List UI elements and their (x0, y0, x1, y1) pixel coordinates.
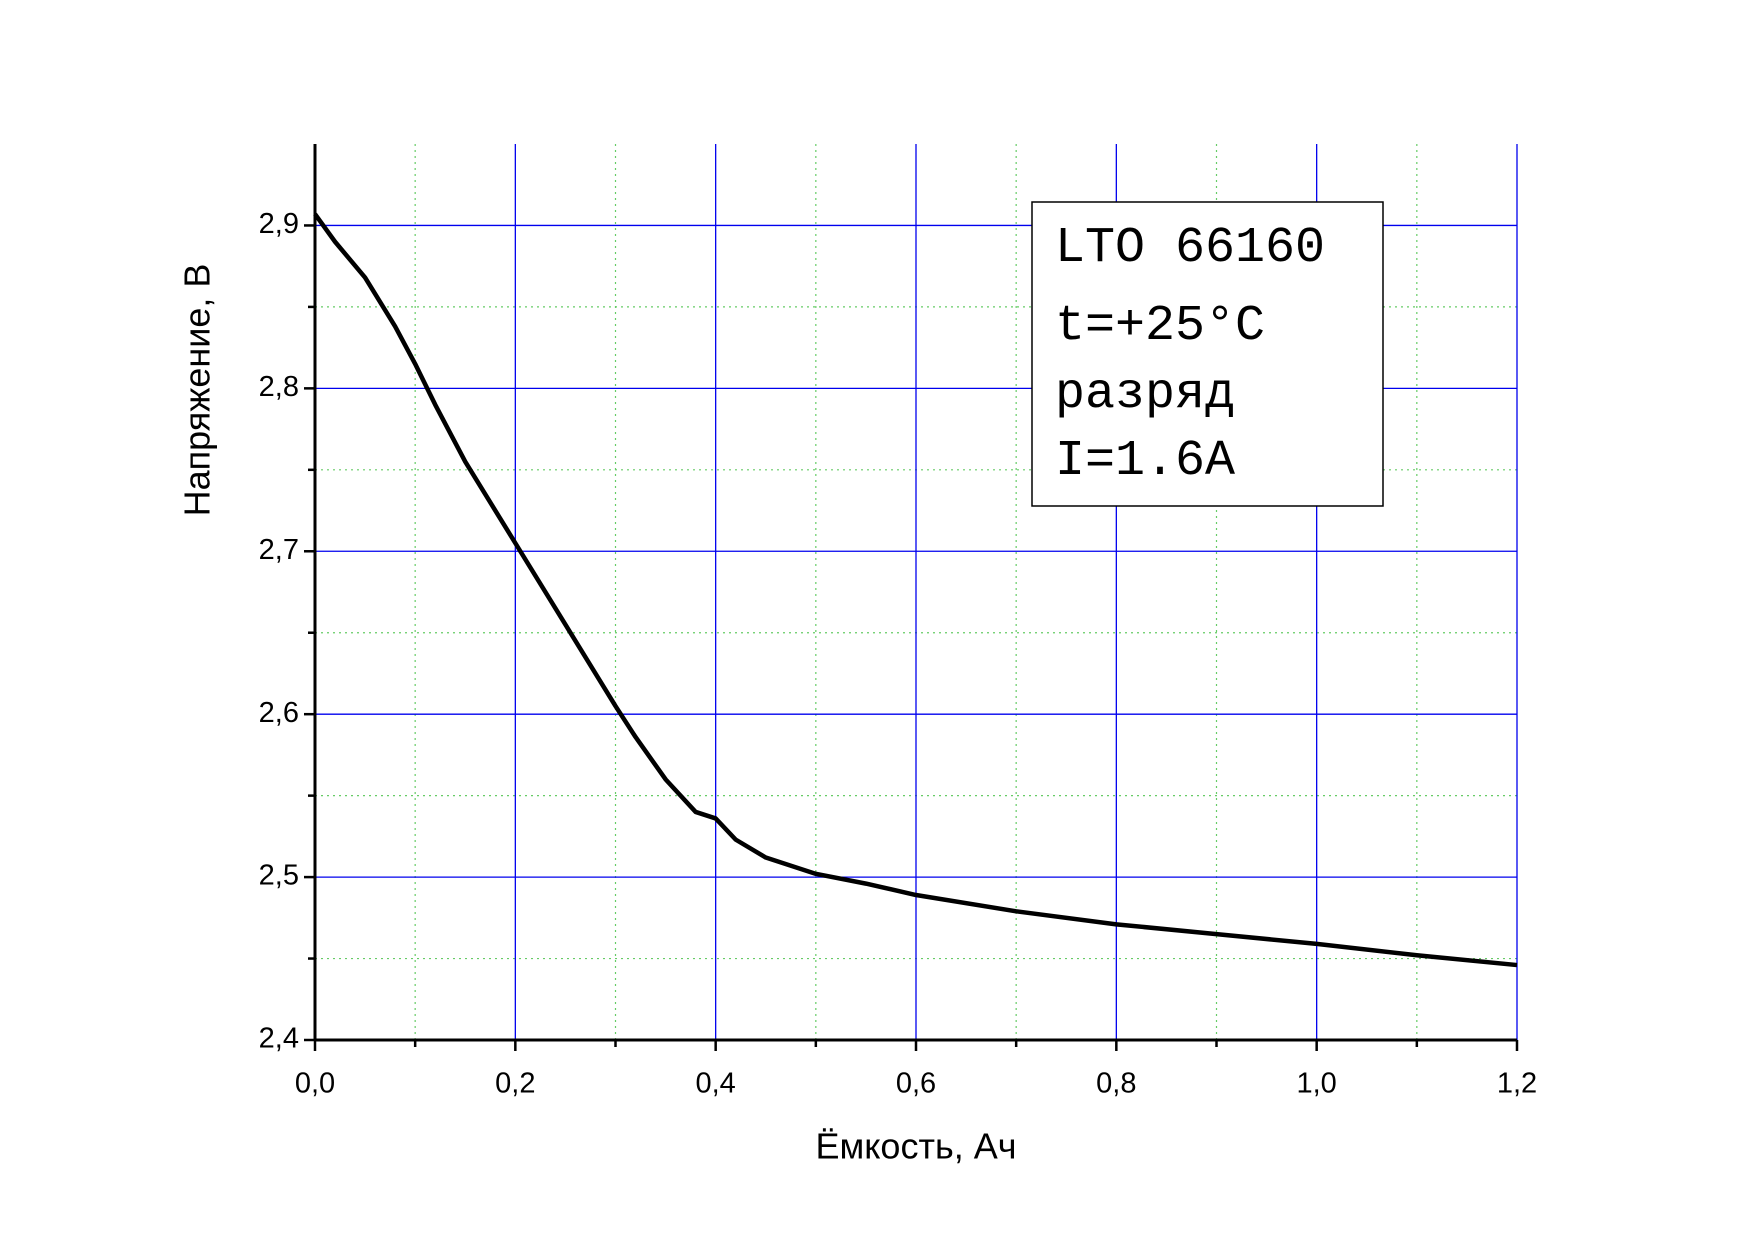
y-tick-label: 2,9 (259, 208, 299, 240)
y-axis-label: Напряжение, В (177, 264, 218, 517)
y-tick-label: 2,8 (259, 371, 299, 403)
x-tick-label: 0,0 (295, 1068, 335, 1100)
annotation: LTO 66160 (1055, 220, 1325, 277)
x-tick-label: 0,2 (495, 1068, 535, 1100)
annotation: t=+25°C (1055, 298, 1265, 355)
x-tick-label: 0,8 (1096, 1068, 1136, 1100)
legend-box (1031, 201, 1384, 507)
annotation: разряд (1055, 366, 1235, 423)
y-tick-label: 2,4 (259, 1023, 299, 1055)
x-axis-label: Ёмкость, Ач (816, 1126, 1017, 1167)
y-tick-label: 2,6 (259, 697, 299, 729)
x-tick-label: 1,0 (1297, 1068, 1337, 1100)
y-tick-label: 2,7 (259, 534, 299, 566)
x-tick-label: 1,2 (1497, 1068, 1537, 1100)
annotation: I=1.6A (1055, 433, 1235, 490)
y-tick-label: 2,5 (259, 860, 299, 892)
x-tick-label: 0,6 (896, 1068, 936, 1100)
data-line (313, 212, 1518, 968)
x-tick-label: 0,4 (696, 1068, 736, 1100)
